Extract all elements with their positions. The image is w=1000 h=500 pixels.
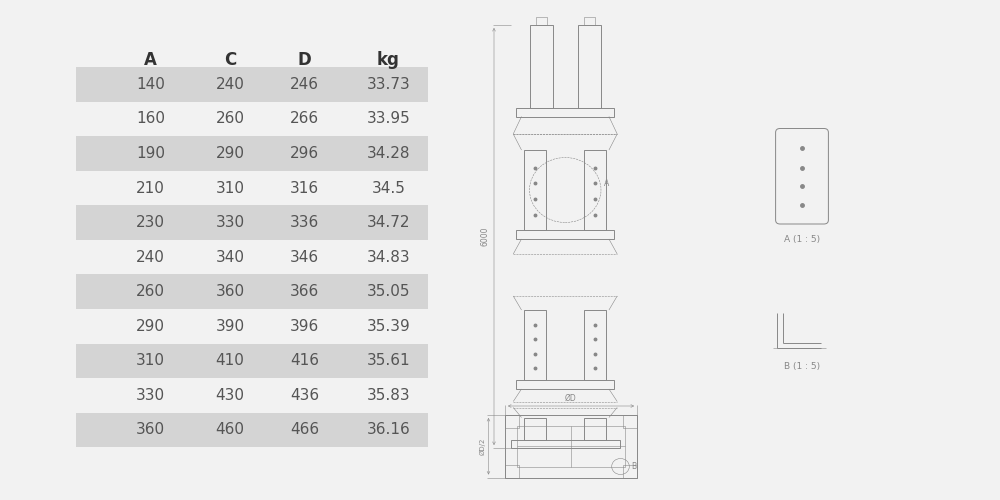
Bar [505,415,637,478]
Text: 336: 336 [290,215,319,230]
Bar [584,310,606,380]
Bar [623,465,637,477]
Text: C: C [224,52,236,70]
Text: 34.72: 34.72 [367,215,410,230]
Bar [584,150,606,230]
Text: 34.83: 34.83 [367,250,410,264]
Text: 416: 416 [290,354,319,368]
Text: 36.16: 36.16 [367,422,410,438]
Text: 346: 346 [290,250,319,264]
Text: 396: 396 [290,319,319,334]
Bar [76,344,428,378]
Text: 240: 240 [136,250,165,264]
Text: 33.95: 33.95 [367,112,410,126]
Text: 296: 296 [290,146,319,161]
Bar [584,18,595,25]
Text: B: B [632,462,637,471]
Text: 290: 290 [216,146,244,161]
Bar [517,426,625,467]
Text: 33.73: 33.73 [367,77,410,92]
Text: 140: 140 [136,77,165,92]
Text: 316: 316 [290,180,319,196]
Text: kg: kg [377,52,400,70]
Text: A: A [604,179,609,188]
Bar [76,412,428,448]
Text: 190: 190 [136,146,165,161]
Bar [524,418,546,440]
Text: 160: 160 [136,112,165,126]
Text: ØD: ØD [565,394,577,403]
Text: 330: 330 [215,215,245,230]
Bar [516,380,614,389]
Text: 35.39: 35.39 [367,319,410,334]
Text: 35.05: 35.05 [367,284,410,300]
Bar [524,150,546,230]
Text: 230: 230 [136,215,165,230]
Bar [76,274,428,309]
Text: 290: 290 [136,319,165,334]
Text: 310: 310 [136,354,165,368]
Text: 360: 360 [215,284,245,300]
Text: A (1 : 5): A (1 : 5) [784,235,820,244]
Text: 34.28: 34.28 [367,146,410,161]
Bar [505,415,519,428]
Bar [516,108,614,116]
Text: 340: 340 [216,250,244,264]
Text: 430: 430 [216,388,244,403]
Bar [536,18,547,25]
Text: 460: 460 [216,422,244,438]
Text: 330: 330 [136,388,165,403]
Text: 34.5: 34.5 [371,180,405,196]
Text: 266: 266 [290,112,319,126]
Text: 410: 410 [216,354,244,368]
Bar [505,465,519,477]
Bar [76,67,428,102]
Text: 310: 310 [216,180,244,196]
Text: 260: 260 [216,112,244,126]
Bar [530,25,553,107]
Text: 360: 360 [136,422,165,438]
Text: 436: 436 [290,388,319,403]
Text: D: D [298,52,312,70]
Bar [524,310,546,380]
Text: 366: 366 [290,284,319,300]
Text: A: A [144,52,157,70]
Bar [623,415,637,428]
Text: 210: 210 [136,180,165,196]
Text: B (1 : 5): B (1 : 5) [784,362,820,370]
Bar [511,440,620,448]
Text: 466: 466 [290,422,319,438]
Text: 246: 246 [290,77,319,92]
Text: 6000: 6000 [481,227,490,246]
Bar [578,25,601,107]
Bar [516,230,614,239]
Text: 35.61: 35.61 [367,354,410,368]
Bar [584,418,606,440]
Text: 390: 390 [215,319,245,334]
Bar [76,136,428,171]
Bar [76,206,428,240]
Text: ØD/2: ØD/2 [480,438,486,455]
Text: 240: 240 [216,77,244,92]
Text: 35.83: 35.83 [367,388,410,403]
Text: 260: 260 [136,284,165,300]
